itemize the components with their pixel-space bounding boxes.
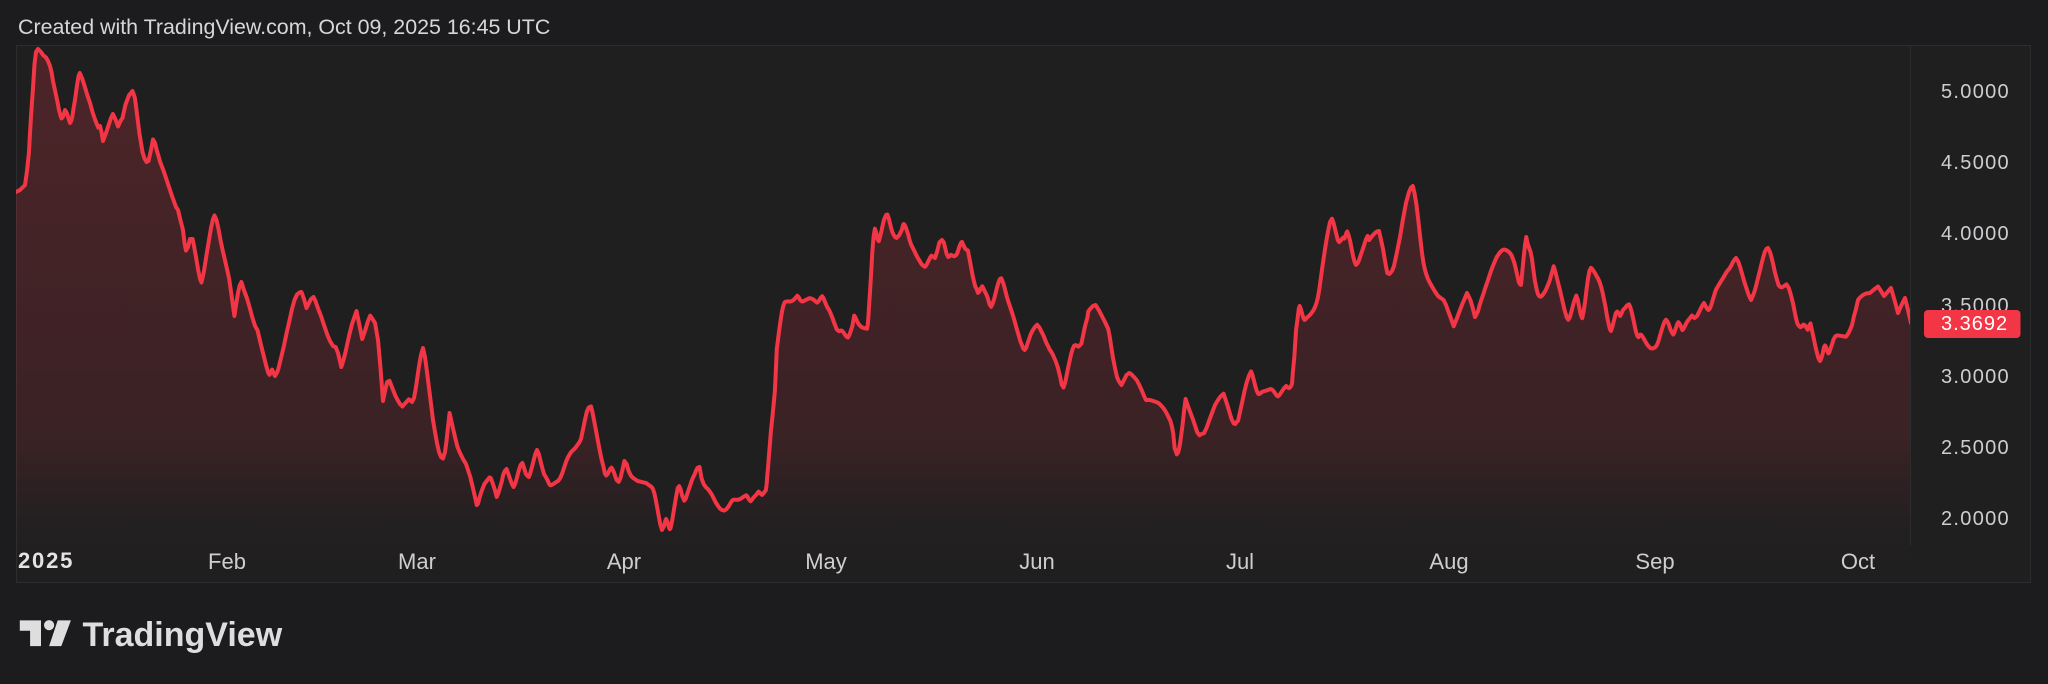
svg-text:Jul: Jul [1226,549,1254,574]
svg-text:2025: 2025 [18,548,74,573]
svg-text:4.5000: 4.5000 [1941,152,2010,174]
svg-text:Jun: Jun [1019,549,1054,574]
svg-text:4.0000: 4.0000 [1941,223,2010,245]
svg-text:Apr: Apr [607,549,641,574]
svg-text:Created with TradingView.com,: Created with TradingView.com, Oct 09, 20… [18,15,550,39]
svg-text:TradingView: TradingView [83,616,283,654]
svg-text:2.0000: 2.0000 [1941,508,2010,530]
svg-text:Oct: Oct [1841,549,1875,574]
svg-text:Sep: Sep [1635,549,1674,574]
svg-text:Aug: Aug [1429,549,1468,574]
svg-text:3.0000: 3.0000 [1941,366,2010,388]
svg-text:3.3692: 3.3692 [1941,313,2008,335]
svg-text:Mar: Mar [398,549,436,574]
svg-text:Feb: Feb [208,549,246,574]
svg-text:5.0000: 5.0000 [1941,81,2010,103]
svg-text:2.5000: 2.5000 [1941,437,2010,459]
svg-text:May: May [805,549,847,574]
